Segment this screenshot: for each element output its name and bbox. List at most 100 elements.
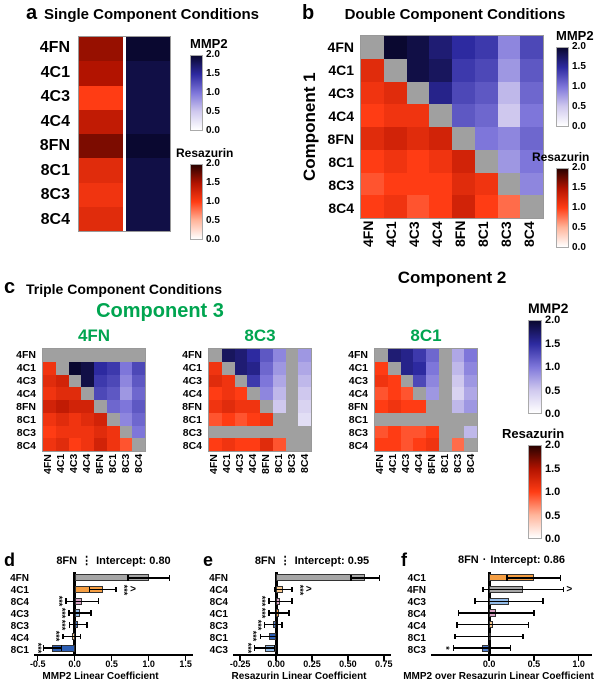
heatmap-cell [452, 195, 475, 218]
bar-category-label: 4C1 [407, 572, 426, 584]
heatmap-row-label: 8C1 [182, 413, 202, 426]
colorbar-title: Resazurin [176, 146, 234, 160]
heatmap-cell [298, 400, 311, 413]
heatmap-col-label: 4C1 [55, 454, 67, 474]
error-bar [274, 588, 292, 591]
panel-a-title: Single Component Conditions [44, 6, 259, 23]
panel-a-heatmap [78, 36, 171, 232]
error-bar [43, 647, 62, 649]
panel-c3-row-labels: 4FN 4C1 4C3 4C4 8FN 8C1 8C3 8C4 [336, 348, 372, 452]
error-bar-cap [273, 645, 276, 652]
heatmap-cell [406, 149, 430, 173]
heatmap-col-label: 8C1 [107, 454, 119, 474]
error-bar-cap [533, 610, 535, 616]
heatmap-cell [383, 149, 407, 173]
heatmap-cell [400, 387, 414, 400]
colorbar-resazurin-a: Resazurin 2.0 1.5 1.0 0.5 0.0 [176, 146, 234, 245]
error-bar [89, 588, 117, 591]
panel-e-header: 8FN ⋮ Intercept: 0.95 [231, 554, 393, 568]
error-bar-cap [482, 586, 484, 593]
colorbar-resazurin-b: Resazurin 2.0 1.5 1.0 0.5 0.0 [532, 150, 600, 253]
heatmap-cell [285, 374, 299, 388]
colorbar-tick-label: 0.0 [572, 121, 586, 132]
heatmap-row-label: 4C1 [328, 61, 354, 78]
dotted-separator-icon: · [482, 554, 487, 566]
heatmap-row-label: 8C1 [348, 413, 368, 426]
colorbar-gradient [528, 445, 542, 539]
bar-category-label: 8C1 [10, 644, 29, 656]
panel-c1-row-labels: 4FN 4C1 4C3 4C4 8FN 8C1 8C3 8C4 [4, 348, 40, 452]
heatmap-row-label: 8C3 [16, 426, 36, 439]
heatmap-cell [285, 412, 299, 426]
heatmap-cell [55, 400, 69, 413]
heatmap-cell [81, 425, 94, 439]
x-axis-tick-mark [184, 656, 187, 661]
heatmap-row-label: 4C3 [328, 84, 354, 101]
heatmap-cell [406, 104, 430, 127]
heatmap-cell [375, 387, 388, 400]
x-axis-tick-mark [533, 656, 535, 661]
error-bar-cap [474, 598, 476, 605]
colorbar-tick-label: 0.5 [545, 384, 561, 397]
heatmap-row-label: 4FN [39, 39, 70, 57]
heatmap-cell [285, 361, 299, 375]
heatmap-col-label: 4C4 [81, 454, 93, 474]
heatmap-cell [464, 438, 477, 451]
heatmap-cell [438, 361, 452, 375]
heatmap-cell [375, 425, 388, 439]
colorbar-tick-label: 0.5 [206, 106, 220, 117]
colorbar-tick-label: 0.5 [545, 509, 561, 522]
heatmap-cell [209, 387, 222, 400]
heatmap-cell [474, 36, 498, 59]
heatmap-cell [497, 149, 521, 173]
heatmap-cell [520, 172, 543, 196]
panel-c-title: Triple Component Conditions [26, 281, 222, 297]
heatmap-cell [81, 438, 94, 451]
heatmap-row-label: 8FN [182, 400, 202, 413]
panel-b-heatmap [360, 35, 544, 219]
panel-f-header: 8FN · Intercept: 0.86 [429, 554, 594, 566]
heatmap-col-label: 4C1 [383, 221, 399, 247]
heatmap-cell [298, 387, 311, 400]
heatmap-cell [298, 412, 311, 426]
x-axis-tick-label: 0.5 [527, 659, 541, 669]
heatmap-cell [497, 81, 521, 105]
heatmap-cell [247, 387, 260, 400]
component3-label-8C1: 8C1 [410, 326, 442, 345]
colorbar-tick-label: 1.0 [545, 361, 561, 373]
heatmap-cell [68, 361, 82, 375]
heatmap-cell [234, 412, 248, 426]
x-axis-tick-label: 0.50 [339, 659, 357, 669]
panel-d-plot: *** > *** *** *** *** *** [33, 572, 193, 661]
colorbar-tick-label: 1.5 [206, 177, 220, 188]
heatmap-cell [234, 349, 248, 362]
heatmap-cell [406, 58, 430, 82]
heatmap-cell [400, 361, 414, 375]
colorbar-gradient [190, 55, 203, 131]
heatmap-row-label: 4FN [182, 348, 202, 361]
heatmap-cell [285, 400, 299, 413]
heatmap-cell [55, 412, 69, 426]
heatmap-cell [234, 387, 248, 400]
heatmap-cell [426, 425, 439, 439]
heatmap-cell [413, 349, 426, 362]
heatmap-cell [272, 400, 286, 413]
heatmap-col-label: 8C4 [133, 454, 145, 474]
panel-label-c: c [4, 276, 16, 298]
error-bar [474, 600, 543, 603]
error-bar-cap [253, 645, 256, 652]
heatmap-cell [68, 374, 82, 388]
error-bar-cap [509, 645, 512, 652]
heatmap-cell [43, 387, 56, 400]
error-bar-cap [42, 645, 45, 652]
heatmap-cell [234, 361, 248, 375]
heatmap-cell [209, 412, 222, 426]
error-bar-cap [559, 574, 562, 581]
heatmap-cell [426, 438, 439, 451]
bar-category-label: 4C4 [407, 620, 426, 632]
heatmap-cell [94, 349, 107, 362]
heatmap-cell [234, 374, 248, 388]
heatmap-cell [520, 81, 543, 105]
colorbar-mmp2-a: MMP2 2.0 1.5 1.0 0.5 0.0 [190, 36, 234, 136]
significance-asterisks: * [441, 646, 452, 650]
